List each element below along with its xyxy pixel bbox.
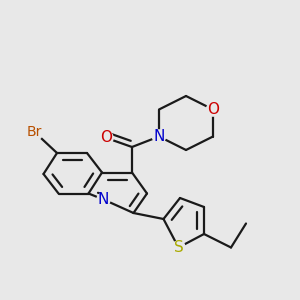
Circle shape: [97, 193, 110, 206]
Text: O: O: [207, 102, 219, 117]
Text: Br: Br: [27, 125, 42, 139]
Circle shape: [26, 124, 43, 140]
Circle shape: [100, 131, 113, 145]
Circle shape: [172, 241, 185, 254]
Text: N: N: [153, 129, 165, 144]
Text: N: N: [98, 192, 109, 207]
Text: O: O: [100, 130, 112, 146]
Circle shape: [206, 103, 220, 116]
Circle shape: [152, 130, 166, 143]
Text: S: S: [174, 240, 183, 255]
